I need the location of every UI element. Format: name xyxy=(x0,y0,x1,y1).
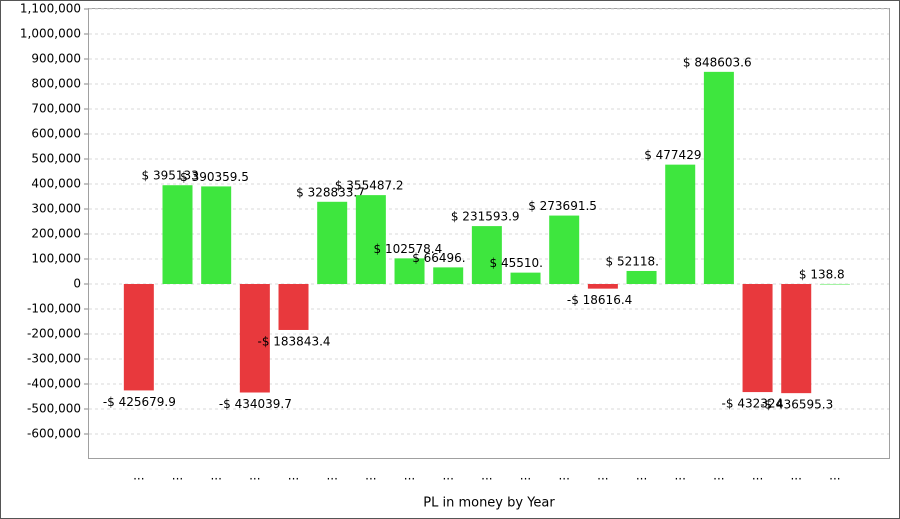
bar xyxy=(742,284,773,393)
data-label: $ 395133 xyxy=(142,169,199,183)
x-tick-label: ... xyxy=(829,469,840,483)
y-tick-label: -400,000 xyxy=(27,377,81,391)
y-tick-label: 1,000,000 xyxy=(20,27,81,41)
data-label: -$ 432324 xyxy=(722,397,784,411)
y-tick-label: 100,000 xyxy=(31,252,81,266)
data-label: $ 45510. xyxy=(490,256,543,270)
y-tick-label: -100,000 xyxy=(27,302,81,316)
bar xyxy=(510,272,541,284)
x-tick-label: ... xyxy=(636,469,647,483)
x-tick-label: ... xyxy=(172,469,183,483)
data-label: $ 66496. xyxy=(412,251,465,265)
y-tick-label: 300,000 xyxy=(31,202,81,216)
bar xyxy=(587,284,618,289)
y-tick-label: -600,000 xyxy=(27,427,81,441)
x-tick-label: ... xyxy=(558,469,569,483)
bar xyxy=(162,185,193,284)
y-tick-label: -200,000 xyxy=(27,327,81,341)
bar xyxy=(626,270,657,284)
x-tick-label: ... xyxy=(674,469,685,483)
data-label: -$ 425679.9 xyxy=(103,395,176,409)
bar xyxy=(317,201,348,284)
bar xyxy=(123,284,154,391)
data-label: $ 477429 xyxy=(644,148,701,162)
x-tick-label: ... xyxy=(597,469,608,483)
y-tick-label: 400,000 xyxy=(31,177,81,191)
bar xyxy=(819,283,850,285)
x-tick-label: ... xyxy=(713,469,724,483)
y-tick-label: 1,100,000 xyxy=(20,2,81,16)
x-tick-label: ... xyxy=(752,469,763,483)
bar xyxy=(781,284,812,394)
data-label: $ 848603.6 xyxy=(683,55,752,69)
data-label: $ 390359.5 xyxy=(180,170,249,184)
bar xyxy=(355,195,386,284)
y-tick-label: -300,000 xyxy=(27,352,81,366)
y-tick-label: 800,000 xyxy=(31,77,81,91)
data-label: $ 52118. xyxy=(606,254,659,268)
bar xyxy=(278,284,309,330)
data-label: $ 273691.5 xyxy=(528,199,597,213)
bar xyxy=(394,258,425,284)
bar xyxy=(239,284,270,393)
data-label: $ 328833.7 xyxy=(296,185,365,199)
bar xyxy=(703,71,734,285)
data-label: -$ 183843.4 xyxy=(258,334,331,348)
bar xyxy=(201,186,232,284)
y-tick-label: 700,000 xyxy=(31,102,81,116)
data-label: -$ 434039.7 xyxy=(219,397,292,411)
y-tick-label: 600,000 xyxy=(31,127,81,141)
x-tick-label: ... xyxy=(790,469,801,483)
y-tick-label: -500,000 xyxy=(27,402,81,416)
x-tick-label: ... xyxy=(520,469,531,483)
data-label: $ 355487.2 xyxy=(335,179,404,193)
data-label: -$ 436595.3 xyxy=(760,398,833,412)
x-tick-label: ... xyxy=(442,469,453,483)
bar xyxy=(433,267,464,284)
x-tick-label: ... xyxy=(210,469,221,483)
x-tick-label: ... xyxy=(481,469,492,483)
bar xyxy=(665,164,696,284)
x-tick-label: ... xyxy=(365,469,376,483)
x-tick-label: ... xyxy=(288,469,299,483)
data-label: -$ 18616.4 xyxy=(567,293,632,307)
y-tick-label: 0 xyxy=(73,277,81,291)
bar xyxy=(471,226,502,284)
x-tick-label: ... xyxy=(404,469,415,483)
x-tick-label: ... xyxy=(249,469,260,483)
x-tick-label: ... xyxy=(326,469,337,483)
data-label: $ 102578.4 xyxy=(374,242,443,256)
y-tick-label: 200,000 xyxy=(31,227,81,241)
y-tick-label: 500,000 xyxy=(31,152,81,166)
y-tick-label: 900,000 xyxy=(31,52,81,66)
bar xyxy=(549,215,580,284)
x-axis-title: PL in money by Year xyxy=(423,496,555,511)
data-label: $ 231593.9 xyxy=(451,210,520,224)
x-tick-label: ... xyxy=(133,469,144,483)
data-label: $ 138.8 xyxy=(799,267,845,281)
